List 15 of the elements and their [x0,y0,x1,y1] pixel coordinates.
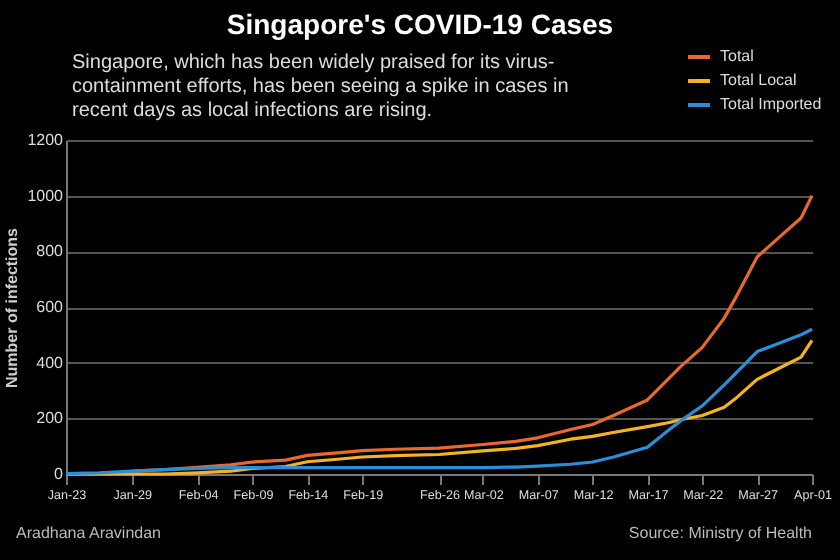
legend-label: Total Local [720,71,797,89]
legend-label: Total [720,47,755,65]
legend-label: Total Imported [720,95,822,113]
y-tick-label: 800 [36,242,65,261]
y-tick-label: 400 [36,353,65,372]
y-tick-label: 200 [36,409,65,428]
chart-subtitle: Singapore, which has been widely praised for its virus-containment efforts, has been seeing a spike in cases in recent days as local infections are rising. [72,52,571,124]
y-tick-label: 1200 [27,131,65,149]
y-tick-label: 0 [54,465,65,483]
source-note: Source: Ministry of Health [628,524,812,542]
chart-title: Singapore's COVID-19 Cases [224,8,616,40]
text: Aradhana Aravindan [16,524,161,542]
y-axis-title: Number of infections [3,226,22,389]
y-tick-label: 600 [36,298,65,316]
y-tick-label: 1000 [27,186,65,205]
